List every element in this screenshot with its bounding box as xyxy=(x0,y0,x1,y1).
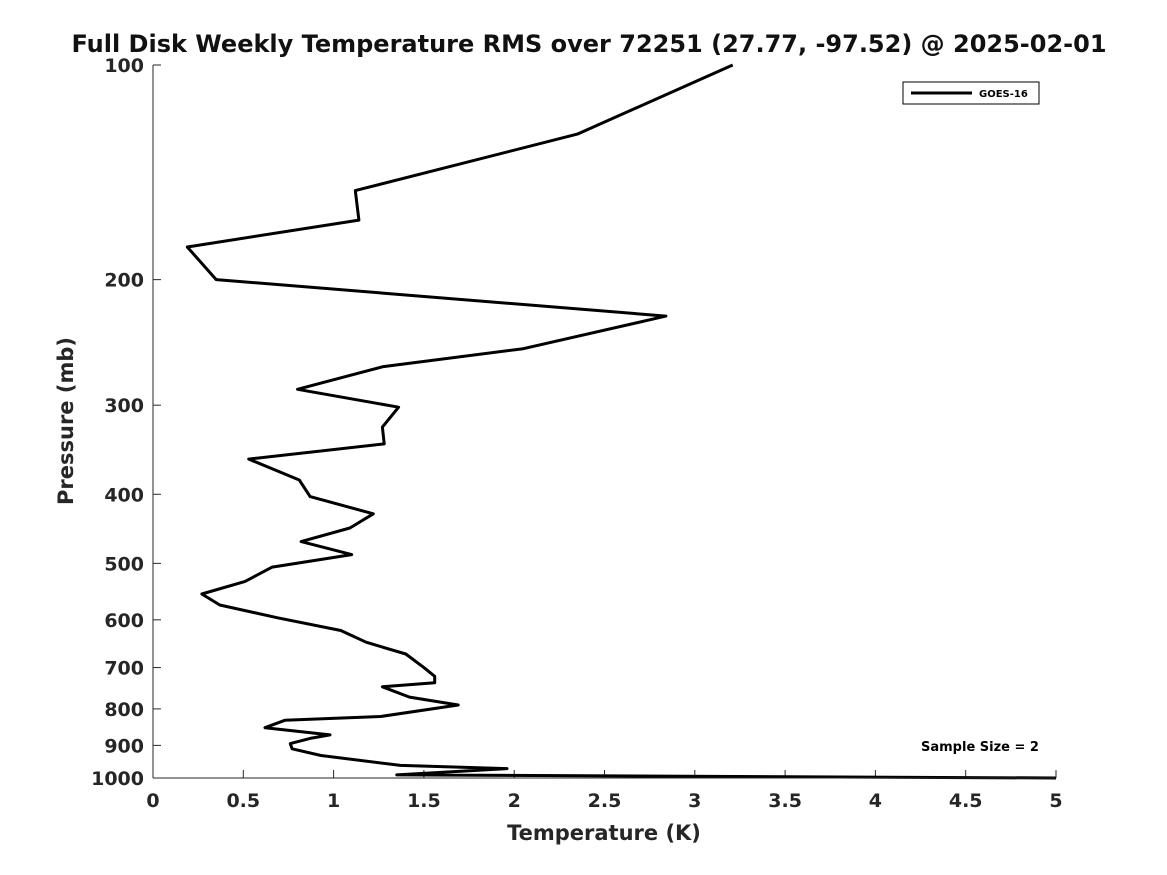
y-tick-label: 800 xyxy=(104,699,144,721)
y-tick-label: 400 xyxy=(104,484,144,506)
x-tick-label: 0 xyxy=(146,790,159,812)
series-line-goes-16 xyxy=(185,63,1057,780)
x-tick-label: 4.5 xyxy=(949,790,983,812)
x-axis-label: Temperature (K) xyxy=(507,821,701,845)
y-tick-label: 200 xyxy=(104,270,144,292)
x-tick-label: 3 xyxy=(688,790,701,812)
x-tick-label: 2.5 xyxy=(588,790,622,812)
y-tick-label: 600 xyxy=(104,610,144,632)
y-tick-label: 300 xyxy=(104,395,144,417)
y-axis-label: Pressure (mb) xyxy=(54,337,78,505)
y-tick-label: 900 xyxy=(104,735,144,757)
legend-label: GOES-16 xyxy=(979,89,1028,100)
x-tick-label: 4 xyxy=(869,790,882,812)
y-tick-label: 700 xyxy=(104,658,144,680)
sample-size-annotation: Sample Size = 2 xyxy=(921,740,1039,755)
y-tick-label: 1000 xyxy=(91,768,144,790)
x-tick-label: 2 xyxy=(508,790,521,812)
y-tick-label: 500 xyxy=(104,553,144,575)
x-tick-label: 3.5 xyxy=(768,790,802,812)
x-tick-label: 1.5 xyxy=(407,790,441,812)
chart-title: Full Disk Weekly Temperature RMS over 72… xyxy=(71,30,1106,58)
x-tick-label: 1 xyxy=(327,790,340,812)
legend: GOES-16 xyxy=(902,81,1040,105)
axis-ticks: 0 0.5 1 1.5 2 2.5 3 3.5 4 4.5 5 100 200 300 400 500 600 7… xyxy=(91,55,1063,812)
x-tick-label: 5 xyxy=(1049,790,1062,812)
x-tick-label: 0.5 xyxy=(226,790,260,812)
plot-area xyxy=(153,65,1056,778)
y-tick-label: 100 xyxy=(104,55,144,77)
